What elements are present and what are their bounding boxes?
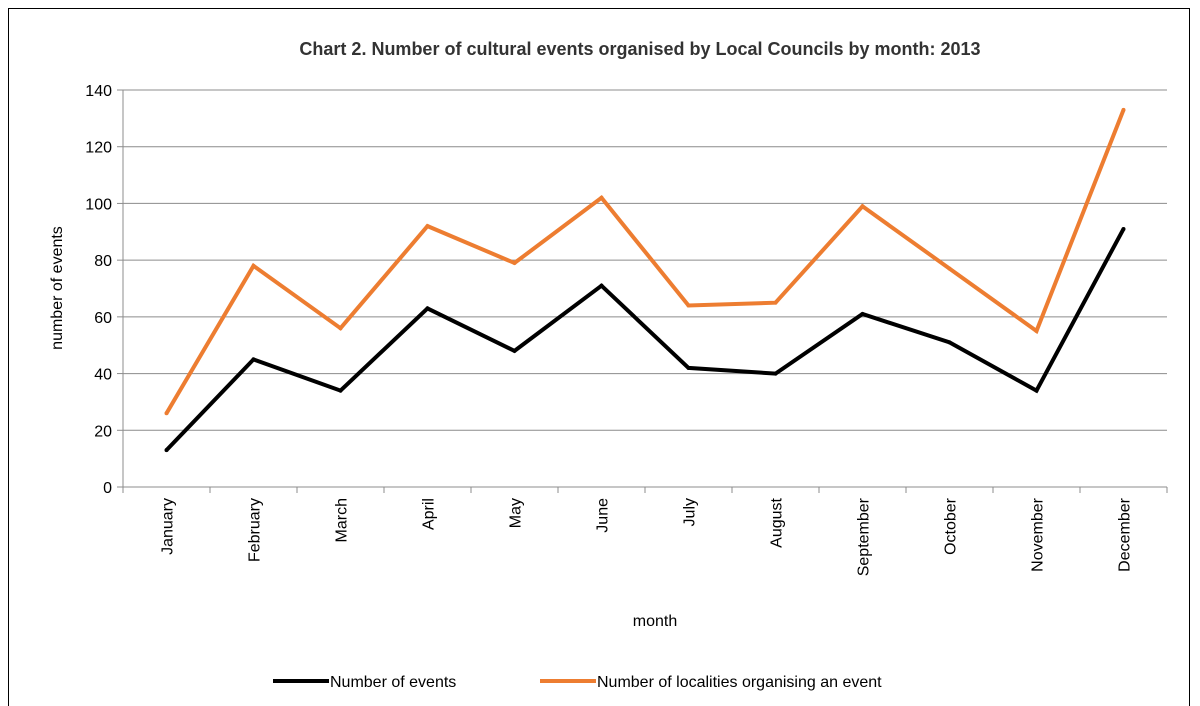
data-point — [164, 411, 169, 416]
data-point — [599, 195, 604, 200]
legend-label: Number of events — [330, 674, 456, 691]
x-tick-label: December — [1117, 497, 1134, 571]
y-tick-label: 120 — [85, 140, 112, 157]
data-point — [686, 365, 691, 370]
x-tick-label: July — [682, 498, 699, 526]
data-point — [773, 371, 778, 376]
y-axis-label: number of events — [49, 226, 66, 350]
x-tick-label: April — [421, 498, 438, 530]
data-point — [1034, 329, 1039, 334]
data-point — [773, 300, 778, 305]
x-tick-label: August — [769, 497, 786, 547]
data-point — [860, 312, 865, 317]
series-lines — [164, 107, 1126, 453]
chart-title: Chart 2. Number of cultural events organ… — [299, 39, 980, 59]
data-point — [338, 326, 343, 331]
y-tick-label: 80 — [94, 253, 112, 270]
x-tick-label: June — [595, 498, 612, 533]
legend: Number of events Number of localities org… — [273, 674, 882, 691]
x-tick-label: November — [1030, 497, 1047, 571]
data-point — [164, 448, 169, 453]
x-tick-label: March — [334, 498, 351, 542]
x-tick-label: September — [856, 497, 873, 576]
x-tick-label: February — [247, 498, 264, 562]
data-point — [1121, 107, 1126, 112]
y-tick-label: 140 — [85, 83, 112, 100]
y-tick-label: 60 — [94, 310, 112, 327]
axes: 0 20 40 60 80 100 120 140 January February March Ap… — [85, 83, 1168, 576]
data-point — [512, 260, 517, 265]
data-point — [425, 224, 430, 229]
chart-frame — [8, 8, 1190, 706]
data-point — [947, 266, 952, 271]
data-point — [860, 204, 865, 209]
y-tick-label: 0 — [103, 480, 112, 497]
gridlines — [123, 89, 1167, 431]
x-axis-label: month — [633, 613, 677, 630]
data-point — [1034, 388, 1039, 393]
x-tick-label: May — [508, 498, 525, 528]
data-point — [251, 357, 256, 362]
y-tick-label: 40 — [94, 367, 112, 384]
series-line-2 — [164, 109, 1126, 415]
legend-label: Number of localities organising an event — [597, 674, 882, 691]
data-point — [251, 263, 256, 268]
series-line-1 — [165, 227, 1126, 452]
x-tick-label: October — [943, 497, 960, 555]
y-tick-label: 100 — [85, 196, 112, 213]
data-point — [947, 340, 952, 345]
data-point — [686, 303, 691, 308]
data-point — [338, 388, 343, 393]
data-point — [599, 283, 604, 288]
data-point — [512, 348, 517, 353]
y-tick-label: 20 — [94, 423, 112, 440]
data-point — [425, 306, 430, 311]
x-tick-label: January — [160, 498, 177, 555]
data-point — [1121, 226, 1126, 231]
